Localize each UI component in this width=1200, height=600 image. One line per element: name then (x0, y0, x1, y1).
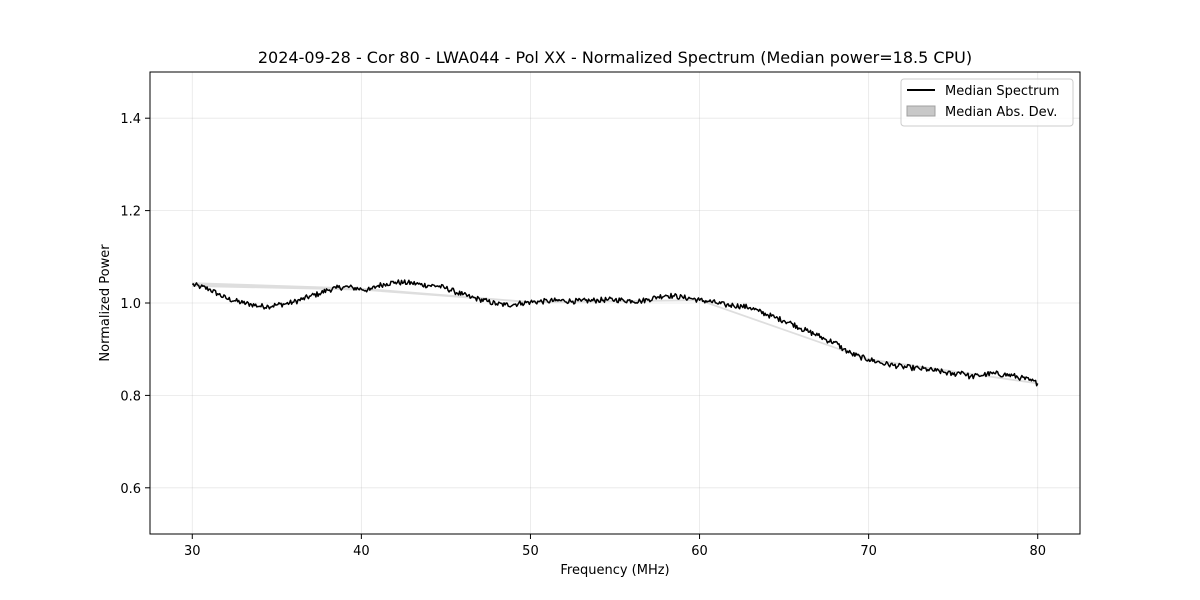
x-tick-label: 50 (522, 544, 539, 559)
x-tick-label: 30 (184, 544, 201, 559)
x-tick-label: 40 (353, 544, 370, 559)
y-tick-label: 1.4 (120, 112, 141, 127)
series-layer (191, 279, 1039, 387)
legend: Median Spectrum Median Abs. Dev. (900, 78, 1074, 127)
y-tick-label: 1.2 (120, 205, 141, 220)
legend-box (900, 78, 1074, 127)
legend-label-median-abs-dev: Median Abs. Dev. (945, 105, 1057, 120)
median-spectrum-line (191, 279, 1039, 387)
x-axis-label: Frequency (MHz) (560, 563, 669, 578)
y-tick-label: 0.8 (120, 389, 141, 404)
legend-patch-swatch (906, 105, 936, 117)
x-tick-label: 60 (691, 544, 708, 559)
x-tick-label: 70 (860, 544, 877, 559)
x-tick-label: 80 (1029, 544, 1046, 559)
chart-title: 2024-09-28 - Cor 80 - LWA044 - Pol XX - … (258, 48, 972, 67)
legend-label-median-spectrum: Median Spectrum (945, 84, 1059, 99)
y-tick-label: 1.0 (120, 297, 141, 312)
y-axis-label: Normalized Power (98, 244, 113, 362)
y-tick-label: 0.6 (120, 482, 141, 497)
grid (150, 72, 1080, 534)
axis-ticks: 30 40 50 60 70 80 0.6 0.8 1.0 1.2 1.4 (120, 112, 1046, 559)
plot-area (150, 72, 1080, 534)
